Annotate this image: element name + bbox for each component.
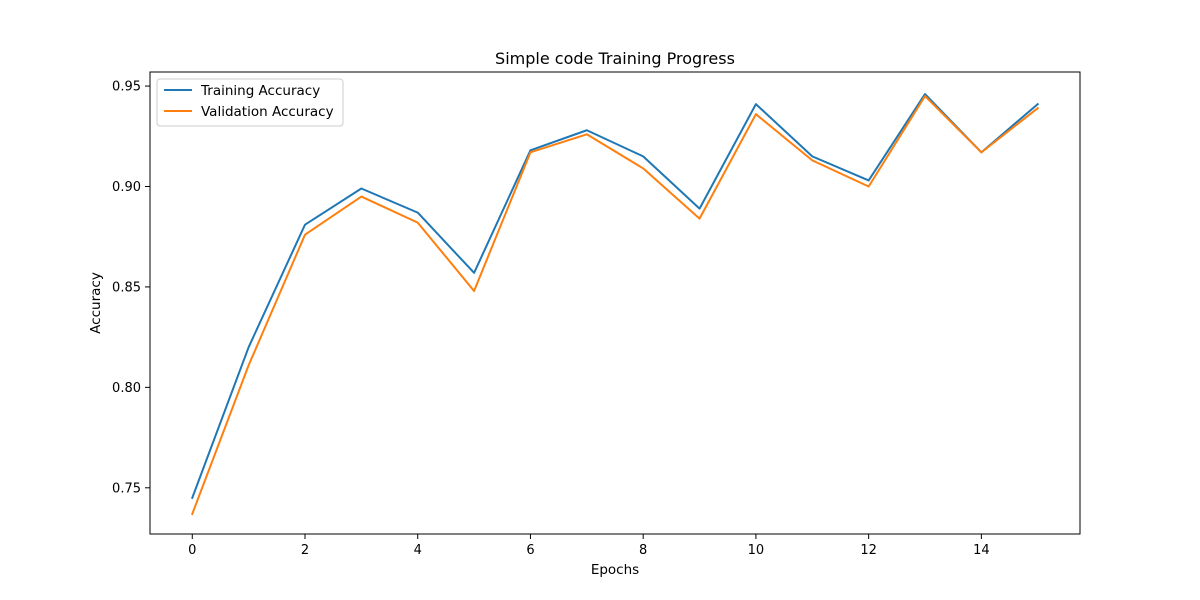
plot-area xyxy=(150,72,1080,534)
y-axis-ticks: 0.75 0.80 0.85 0.90 0.95 xyxy=(112,80,150,496)
series-line-training xyxy=(190,93,1040,500)
chart-title: Simple code Training Progress xyxy=(495,49,735,68)
x-tick-label: 12 xyxy=(860,543,877,558)
legend: Training Accuracy Validation Accuracy xyxy=(156,78,344,127)
x-axis-ticks: 0 2 4 6 8 10 12 14 xyxy=(188,534,990,558)
y-axis-label: Accuracy xyxy=(88,272,104,334)
series-lines xyxy=(190,93,1040,516)
x-tick-label: 10 xyxy=(748,543,765,558)
y-tick-label: 0.75 xyxy=(112,481,141,496)
x-tick-label: 0 xyxy=(188,543,196,558)
series-line-validation xyxy=(190,95,1040,516)
legend-label-training: Training Accuracy xyxy=(200,83,320,99)
x-axis-label: Epochs xyxy=(591,562,639,578)
y-tick-label: 0.90 xyxy=(112,180,141,195)
x-tick-label: 14 xyxy=(973,543,990,558)
y-tick-label: 0.80 xyxy=(112,381,141,396)
legend-box xyxy=(156,78,344,127)
legend-label-validation: Validation Accuracy xyxy=(201,104,334,120)
x-tick-label: 4 xyxy=(414,543,422,558)
x-tick-label: 6 xyxy=(526,543,534,558)
y-tick-label: 0.85 xyxy=(112,280,141,295)
x-tick-label: 8 xyxy=(639,543,647,558)
y-tick-label: 0.95 xyxy=(112,80,141,95)
x-tick-label: 2 xyxy=(301,543,309,558)
plot-frame xyxy=(149,71,1081,535)
